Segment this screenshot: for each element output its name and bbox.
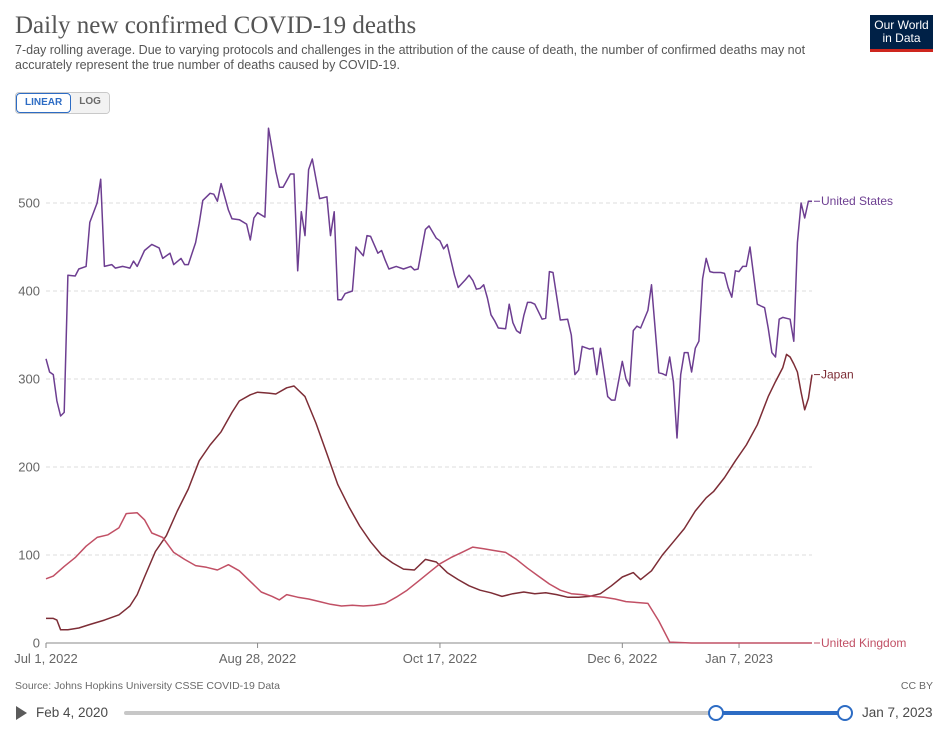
source-note[interactable]: Source: Johns Hopkins University CSSE CO…	[15, 680, 280, 692]
x-tick-label: Dec 6, 2022	[587, 651, 657, 666]
y-tick-label: 100	[18, 548, 40, 563]
timeline-selected-range	[716, 711, 846, 715]
chart-title: Daily new confirmed COVID-19 deaths	[15, 12, 417, 39]
y-tick-label: 0	[33, 636, 40, 651]
timeline-end-handle[interactable]	[837, 705, 853, 721]
y-tick-label: 400	[18, 284, 40, 299]
timeline-start-handle[interactable]	[708, 705, 724, 721]
play-icon[interactable]	[16, 706, 27, 720]
scale-toggle: LINEAR LOG	[15, 92, 110, 114]
series-line-japan	[46, 353, 813, 631]
x-tick-label: Jul 1, 2022	[14, 651, 78, 666]
owid-logo[interactable]: Our World in Data	[870, 15, 933, 52]
logo-line-2: in Data	[882, 31, 921, 45]
y-tick-label: 500	[18, 196, 40, 211]
timeline-end-label: Jan 7, 2023	[862, 705, 933, 720]
series-line-united-states	[45, 127, 812, 439]
line-chart: 0 100 200 300 400 500 Jul 1, 2022 Aug 28, 2022 O…	[14, 127, 906, 666]
timeline-start-label: Feb 4, 2020	[36, 705, 109, 720]
timeline-slider: Feb 4, 2020 Jan 7, 2023	[0, 700, 948, 729]
series-label-japan: Japan	[821, 368, 854, 382]
series-label-united-states: United States	[821, 194, 893, 208]
timeline-track[interactable]	[124, 711, 846, 715]
logo-line-1: Our World	[874, 18, 929, 32]
chart-subtitle: 7-day rolling average. Due to varying pr…	[15, 43, 806, 72]
log-scale-button[interactable]: LOG	[71, 93, 109, 113]
x-tick-label: Aug 28, 2022	[219, 651, 296, 666]
y-tick-label: 200	[18, 460, 40, 475]
x-tick-label: Oct 17, 2022	[403, 651, 477, 666]
linear-scale-button[interactable]: LINEAR	[16, 93, 72, 113]
x-tick-label: Jan 7, 2023	[705, 651, 773, 666]
series-line-united-kingdom	[45, 512, 812, 644]
series-label-united-kingdom: United Kingdom	[821, 636, 906, 650]
license-link[interactable]: CC BY	[900, 680, 933, 692]
y-tick-label: 300	[18, 372, 40, 387]
